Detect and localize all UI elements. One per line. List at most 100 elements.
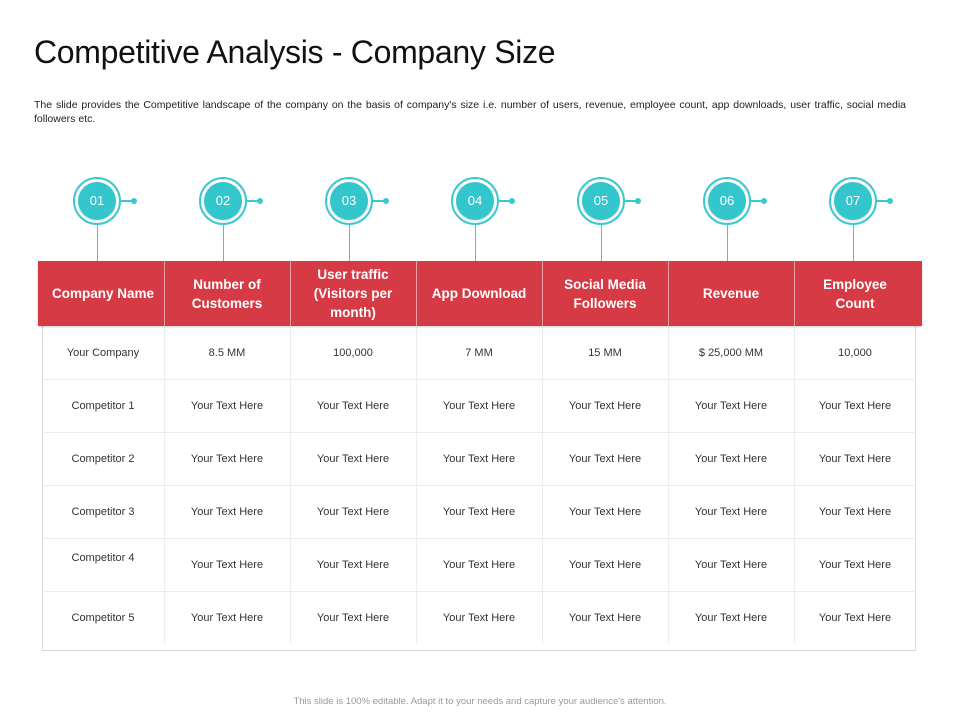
table-cell: 100,000	[333, 346, 373, 359]
marker-number: 03	[330, 182, 368, 220]
row-divider	[42, 432, 916, 433]
row-divider	[42, 591, 916, 592]
marker-dot-icon	[887, 197, 893, 204]
marker-connector	[373, 200, 385, 202]
table-cell: Your Text Here	[818, 505, 892, 518]
row-divider	[42, 379, 916, 380]
marker-dot-icon	[383, 197, 389, 204]
comparison-table-header: Company Name Number of Customers User traf…	[38, 261, 922, 326]
slide-footer: This slide is 100% editable. Adapt it to…	[293, 696, 667, 707]
column-header-3: User traffic (Visitors per month)	[313, 267, 393, 320]
marker-connector	[247, 200, 259, 202]
table-cell: Your Text Here	[568, 399, 642, 412]
row-divider	[42, 485, 916, 486]
marker-dot-icon	[635, 197, 641, 204]
row-divider	[42, 538, 916, 539]
table-cell: Your Text Here	[694, 399, 768, 412]
table-cell: Your Text Here	[818, 399, 892, 412]
marker-stem	[600, 225, 602, 261]
table-row: Competitor 4 Your Text Here Your Text Here…	[42, 538, 916, 591]
table-cell: Your Text Here	[190, 558, 264, 571]
slide-description: The slide provides the Competitive lands…	[34, 99, 906, 125]
row-label: Your Company	[66, 346, 140, 359]
table-cell: Your Text Here	[190, 505, 264, 518]
marker-connector	[751, 200, 763, 202]
marker-stem	[852, 225, 854, 261]
column-marker-1: 01	[73, 177, 137, 261]
row-label: Competitor 4	[71, 552, 135, 564]
table-cell: Your Text Here	[442, 611, 516, 624]
table-row: Your Company 8.5 MM 100,000 7 MM 15 MM $ 25,0…	[42, 326, 916, 379]
column-header-4: App Download	[431, 286, 527, 301]
header-divider	[542, 261, 543, 326]
marker-stem	[474, 225, 476, 261]
marker-dot-icon	[509, 197, 515, 204]
table-cell: Your Text Here	[568, 505, 642, 518]
table-cell: Your Text Here	[316, 558, 390, 571]
header-divider	[794, 261, 795, 326]
table-cell: 7 MM	[465, 346, 493, 359]
table-cell: Your Text Here	[442, 399, 516, 412]
table-cell: 10,000	[838, 346, 872, 359]
column-markers: 01 02 03 04 05 06 07	[0, 0, 960, 270]
slide-title: Competitive Analysis - Company Size	[34, 34, 556, 70]
table-cell: Your Text Here	[316, 452, 390, 465]
header-divider	[290, 261, 291, 326]
table-cell: Your Text Here	[190, 399, 264, 412]
table-cell: Your Text Here	[316, 611, 390, 624]
comparison-table-frame	[42, 263, 916, 651]
marker-number: 06	[708, 182, 746, 220]
row-label: Competitor 5	[71, 611, 135, 624]
row-label: Competitor 1	[71, 399, 135, 412]
marker-number: 04	[456, 182, 494, 220]
table-cell: Your Text Here	[694, 611, 768, 624]
table-cell: Your Text Here	[316, 505, 390, 518]
column-header-1: Company Name	[51, 286, 155, 301]
marker-number: 07	[834, 182, 872, 220]
marker-dot-icon	[257, 197, 263, 204]
table-cell: Your Text Here	[568, 452, 642, 465]
table-cell: Your Text Here	[442, 505, 516, 518]
table-cell: Your Text Here	[568, 611, 642, 624]
column-marker-5: 05	[577, 177, 641, 261]
column-marker-6: 06	[703, 177, 767, 261]
column-marker-4: 04	[451, 177, 515, 261]
table-cell: Your Text Here	[442, 452, 516, 465]
table-cell: 8.5 MM	[208, 346, 246, 359]
marker-connector	[877, 200, 889, 202]
table-cell: Your Text Here	[694, 558, 768, 571]
table-cell: Your Text Here	[818, 452, 892, 465]
marker-dot-icon	[131, 197, 137, 204]
column-marker-2: 02	[199, 177, 263, 261]
marker-number: 05	[582, 182, 620, 220]
table-cell: Your Text Here	[316, 399, 390, 412]
header-divider	[668, 261, 669, 326]
table-row: Competitor 2 Your Text Here Your Text Here…	[42, 432, 916, 485]
table-cell: Your Text Here	[190, 611, 264, 624]
table-row: Competitor 1 Your Text Here Your Text Here…	[42, 379, 916, 432]
table-cell: Your Text Here	[818, 558, 892, 571]
marker-number: 01	[78, 182, 116, 220]
table-cell: Your Text Here	[568, 558, 642, 571]
marker-connector	[121, 200, 133, 202]
marker-connector	[625, 200, 637, 202]
table-cell: Your Text Here	[818, 611, 892, 624]
table-cell: $ 25,000 MM	[698, 346, 764, 359]
header-divider	[416, 261, 417, 326]
marker-number: 02	[204, 182, 242, 220]
header-divider	[164, 261, 165, 326]
row-label: Competitor 2	[71, 452, 135, 465]
marker-dot-icon	[761, 197, 767, 204]
marker-connector	[499, 200, 511, 202]
marker-stem	[96, 225, 98, 261]
table-cell: Your Text Here	[694, 452, 768, 465]
table-cell: Your Text Here	[694, 505, 768, 518]
table-row: Competitor 3 Your Text Here Your Text Here…	[42, 485, 916, 538]
marker-stem	[222, 225, 224, 261]
column-marker-3: 03	[325, 177, 389, 261]
marker-stem	[726, 225, 728, 261]
marker-stem	[348, 225, 350, 261]
column-header-5: Social Media Followers	[564, 276, 646, 311]
column-marker-7: 07	[829, 177, 893, 261]
column-header-6: Revenue	[702, 286, 760, 301]
